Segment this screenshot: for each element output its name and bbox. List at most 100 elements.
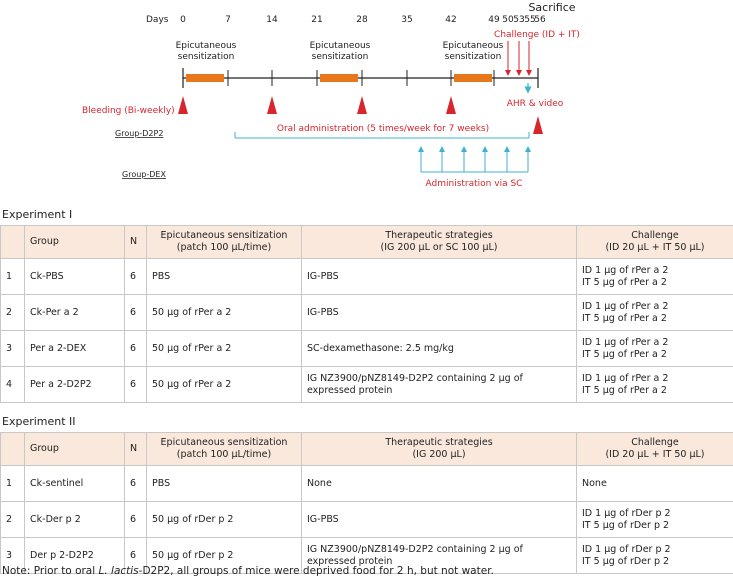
note-suffix: -D2P2, all groups of mice were deprived … <box>138 565 494 577</box>
row-ther: IG-PBS <box>301 501 577 538</box>
ther-line: IG-PBS <box>307 513 339 525</box>
chal-line: IT 5 μg of rPer a 2 <box>582 276 667 288</box>
day-tick-label: 56 <box>534 15 546 25</box>
chal-line: ID 1 μg of rPer a 2 <box>582 300 669 312</box>
row-ther: IG NZ3900/pNZ8149-D2P2 containing 2 μg o… <box>301 537 577 574</box>
col-n-header: N <box>124 225 147 259</box>
header-line: Epicutaneous sensitization <box>160 230 288 241</box>
experiment-1-table: Group N Epicutaneous sensitization (patch… <box>0 225 733 403</box>
day-tick-label: 49 <box>488 15 500 25</box>
table-row: 1 Ck-PBS 6 PBS IG-PBS ID 1 μg of rPer a … <box>0 258 733 295</box>
day-tick-label: 14 <box>266 15 278 25</box>
bleeding-label: Bleeding (Bi-weekly) <box>82 106 175 116</box>
chal-line: IT 5 μg of rDer p 2 <box>582 555 670 567</box>
ther-line: expressed protein <box>307 384 393 396</box>
row-num: 1 <box>0 258 25 295</box>
col-group-header: Group <box>24 432 125 466</box>
chal-line: ID 1 μg of rDer p 2 <box>582 507 671 519</box>
row-n: 6 <box>124 465 147 502</box>
experiment-1-title: Experiment I <box>2 208 73 221</box>
col-chal-header: Challenge (ID 20 μL + IT 50 μL) <box>576 225 733 259</box>
chal-line: ID 1 μg of rPer a 2 <box>582 264 669 276</box>
row-n: 6 <box>124 258 147 295</box>
header-line: Challenge <box>631 230 679 241</box>
header-line: (ID 20 μL + IT 50 μL) <box>605 242 705 253</box>
bleeding-marker <box>357 96 367 114</box>
chal-line: ID 1 μg of rPer a 2 <box>582 372 669 384</box>
table-header-row: Group N Epicutaneous sensitization (patch… <box>0 432 733 466</box>
bleeding-marker <box>178 96 188 114</box>
sensitization-bar <box>186 74 224 82</box>
note-italic: L. lactis <box>98 565 139 577</box>
row-ther: IG-PBS <box>301 294 577 331</box>
bleeding-marker <box>446 96 456 114</box>
row-group: Per a 2-D2P2 <box>24 366 125 403</box>
row-group: Ck-Per a 2 <box>24 294 125 331</box>
sensitization-bar <box>320 74 358 82</box>
day-tick-label: 53 <box>513 15 524 25</box>
row-epi: 50 μg of rPer a 2 <box>146 330 302 367</box>
header-line: Therapeutic strategies <box>385 230 493 241</box>
row-ther: IG NZ3900/pNZ8149-D2P2 containing 2 μg o… <box>301 366 577 403</box>
row-epi: 50 μg of rPer a 2 <box>146 294 302 331</box>
row-epi: 50 μg of rPer a 2 <box>146 366 302 403</box>
row-num: 4 <box>0 366 25 403</box>
row-chal: ID 1 μg of rPer a 2 IT 5 μg of rPer a 2 <box>576 294 733 331</box>
day-tick-label: 28 <box>356 15 368 25</box>
row-n: 6 <box>124 330 147 367</box>
header-line: (patch 100 μL/time) <box>176 242 272 253</box>
sacrifice-marker <box>533 116 543 134</box>
row-chal: ID 1 μg of rPer a 2 IT 5 μg of rPer a 2 <box>576 366 733 403</box>
day-tick-label: 50 <box>502 15 514 25</box>
row-num: 1 <box>0 465 25 502</box>
experiment-timeline: Days 0 7 14 21 28 35 42 49 50 53 55 56 S… <box>82 1 580 189</box>
row-ther: SC-dexamethasone: 2.5 mg/kg <box>301 330 577 367</box>
group-d2p2-label: Group-D2P2 <box>115 129 163 138</box>
oral-label: Oral administration (5 times/week for 7 … <box>277 124 489 134</box>
day-tick-label: 55 <box>524 15 535 25</box>
row-num: 2 <box>0 294 25 331</box>
ther-line: IG NZ3900/pNZ8149-D2P2 containing 2 μg o… <box>307 372 523 384</box>
ther-line: None <box>307 477 332 489</box>
days-label: Days <box>146 15 169 25</box>
table-row: 3 Der p 2-D2P2 6 50 μg of rDer p 2 IG NZ… <box>0 537 733 574</box>
row-n: 6 <box>124 501 147 538</box>
row-group: Ck-sentinel <box>24 465 125 502</box>
sensitization-label: Epicutaneous <box>176 41 237 51</box>
sensitization-label: sensitization <box>445 52 502 62</box>
row-group: Ck-PBS <box>24 258 125 295</box>
row-group: Der p 2-D2P2 <box>24 537 125 574</box>
row-num: 3 <box>0 537 25 574</box>
row-ther: IG-PBS <box>301 258 577 295</box>
row-group: Per a 2-DEX <box>24 330 125 367</box>
sensitization-label: Epicutaneous <box>310 41 371 51</box>
chal-line: IT 5 μg of rDer p 2 <box>582 519 670 531</box>
row-num: 3 <box>0 330 25 367</box>
experiment-2-table: Group N Epicutaneous sensitization (patch… <box>0 432 733 574</box>
chal-line: IT 5 μg of rPer a 2 <box>582 312 667 324</box>
sensitization-label: sensitization <box>178 52 235 62</box>
header-line: (ID 20 μL + IT 50 μL) <box>605 449 705 460</box>
chal-line: ID 1 μg of rDer p 2 <box>582 543 671 555</box>
col-epi-header: Epicutaneous sensitization (patch 100 μL/… <box>146 432 302 466</box>
row-chal: ID 1 μg of rPer a 2 IT 5 μg of rPer a 2 <box>576 330 733 367</box>
col-n-header: N <box>124 432 147 466</box>
table-header-row: Group N Epicutaneous sensitization (patch… <box>0 225 733 259</box>
row-epi: 50 μg of rDer p 2 <box>146 537 302 574</box>
col-chal-header: Challenge (ID 20 μL + IT 50 μL) <box>576 432 733 466</box>
header-line: Therapeutic strategies <box>385 437 493 448</box>
row-num: 2 <box>0 501 25 538</box>
sacrifice-label: Sacrifice <box>528 1 575 14</box>
row-chal: ID 1 μg of rDer p 2 IT 5 μg of rDer p 2 <box>576 537 733 574</box>
note-prefix: Note: Prior to oral <box>2 565 99 577</box>
header-line: Challenge <box>631 437 679 448</box>
header-line: Epicutaneous sensitization <box>160 437 288 448</box>
day-tick-label: 35 <box>401 15 412 25</box>
row-epi: PBS <box>146 465 302 502</box>
table-row: 4 Per a 2-D2P2 6 50 μg of rPer a 2 IG NZ… <box>0 366 733 403</box>
ahr-label: AHR & video <box>507 99 564 109</box>
day-tick-label: 7 <box>225 15 231 25</box>
row-n: 6 <box>124 366 147 403</box>
challenge-label: Challenge (ID + IT) <box>494 30 580 40</box>
group-dex-label: Group-DEX <box>122 170 166 179</box>
